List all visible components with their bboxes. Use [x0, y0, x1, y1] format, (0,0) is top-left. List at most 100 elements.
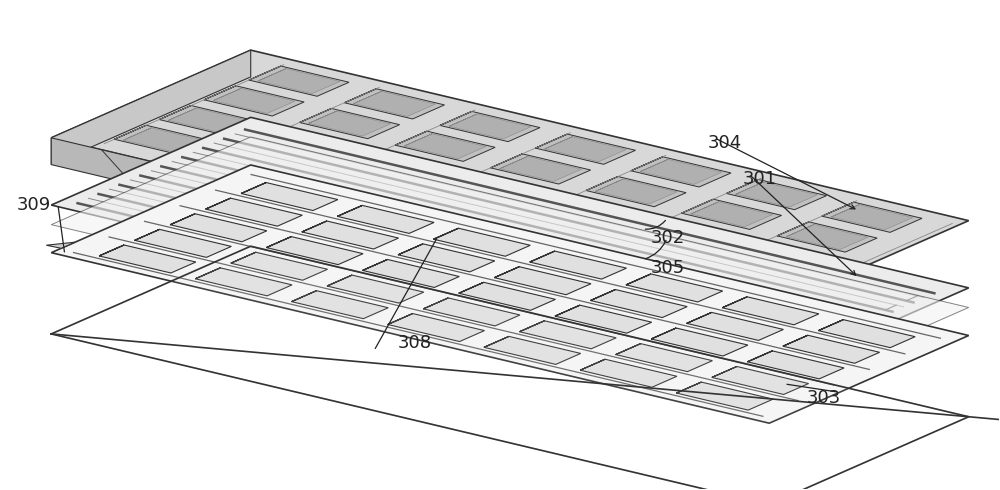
FancyArrowPatch shape — [645, 220, 665, 229]
Polygon shape — [491, 154, 591, 184]
Polygon shape — [363, 260, 459, 288]
Polygon shape — [519, 321, 616, 349]
Polygon shape — [314, 173, 396, 198]
Polygon shape — [350, 151, 450, 181]
Polygon shape — [646, 221, 728, 246]
Polygon shape — [327, 275, 424, 303]
Polygon shape — [159, 105, 259, 136]
Polygon shape — [687, 313, 783, 341]
Polygon shape — [388, 314, 484, 342]
Polygon shape — [114, 125, 214, 155]
Text: 302: 302 — [650, 229, 685, 246]
Polygon shape — [580, 359, 677, 387]
Polygon shape — [266, 237, 363, 265]
Polygon shape — [732, 242, 832, 272]
Polygon shape — [344, 89, 445, 119]
Polygon shape — [777, 222, 877, 252]
Polygon shape — [292, 291, 388, 318]
Polygon shape — [354, 91, 435, 116]
Polygon shape — [309, 111, 390, 136]
Polygon shape — [404, 134, 486, 159]
Polygon shape — [535, 134, 636, 164]
Polygon shape — [459, 282, 555, 310]
Polygon shape — [195, 268, 292, 296]
Polygon shape — [255, 128, 355, 158]
Polygon shape — [676, 382, 773, 410]
Polygon shape — [440, 111, 540, 142]
Text: 303: 303 — [807, 390, 841, 408]
Polygon shape — [651, 328, 748, 356]
Polygon shape — [249, 66, 349, 96]
Polygon shape — [741, 244, 823, 269]
Polygon shape — [446, 173, 546, 204]
Polygon shape — [264, 131, 346, 156]
Polygon shape — [51, 246, 969, 490]
Polygon shape — [831, 205, 913, 230]
Polygon shape — [783, 335, 880, 363]
Polygon shape — [494, 267, 591, 294]
Polygon shape — [631, 157, 731, 187]
Polygon shape — [337, 205, 434, 233]
Text: 309: 309 — [16, 196, 51, 214]
Polygon shape — [712, 367, 809, 394]
Polygon shape — [726, 179, 826, 210]
Polygon shape — [550, 199, 632, 224]
Polygon shape — [305, 171, 405, 201]
Polygon shape — [51, 50, 251, 165]
Polygon shape — [484, 336, 581, 365]
Polygon shape — [747, 351, 844, 379]
Polygon shape — [687, 261, 787, 292]
Polygon shape — [455, 176, 537, 201]
Polygon shape — [46, 242, 75, 248]
Polygon shape — [170, 214, 267, 242]
Polygon shape — [258, 69, 340, 94]
Polygon shape — [736, 182, 817, 207]
Polygon shape — [398, 244, 495, 272]
Polygon shape — [637, 219, 737, 249]
Polygon shape — [219, 150, 301, 175]
Polygon shape — [818, 319, 915, 347]
Text: 301: 301 — [742, 170, 776, 188]
Polygon shape — [359, 153, 441, 178]
FancyArrowPatch shape — [645, 241, 666, 259]
Polygon shape — [210, 148, 310, 178]
Polygon shape — [241, 183, 338, 211]
Text: 304: 304 — [707, 134, 742, 152]
Polygon shape — [51, 50, 969, 308]
Polygon shape — [500, 156, 581, 181]
Polygon shape — [786, 224, 868, 249]
Polygon shape — [592, 239, 692, 269]
Polygon shape — [302, 221, 399, 249]
Text: 308: 308 — [398, 334, 432, 352]
Polygon shape — [601, 241, 683, 266]
Polygon shape — [616, 343, 712, 371]
Polygon shape — [423, 298, 520, 326]
Polygon shape — [586, 176, 686, 207]
Polygon shape — [681, 199, 782, 229]
Polygon shape — [300, 108, 400, 139]
Polygon shape — [213, 88, 295, 113]
Polygon shape — [449, 114, 531, 139]
Polygon shape — [206, 198, 302, 226]
Polygon shape — [51, 138, 769, 335]
Polygon shape — [640, 159, 722, 184]
Polygon shape — [168, 108, 250, 133]
Polygon shape — [410, 196, 492, 221]
Polygon shape — [204, 86, 304, 116]
Polygon shape — [696, 264, 778, 289]
Polygon shape — [555, 305, 652, 333]
Polygon shape — [123, 128, 205, 153]
Polygon shape — [722, 297, 819, 325]
Polygon shape — [595, 179, 677, 204]
Polygon shape — [434, 228, 530, 256]
Polygon shape — [530, 251, 626, 279]
Polygon shape — [505, 219, 587, 244]
Polygon shape — [51, 165, 969, 423]
Polygon shape — [590, 290, 687, 318]
Polygon shape — [51, 117, 969, 375]
Polygon shape — [135, 229, 231, 257]
Polygon shape — [51, 137, 969, 395]
Polygon shape — [99, 245, 196, 273]
Polygon shape — [496, 216, 596, 246]
Polygon shape — [401, 193, 501, 223]
